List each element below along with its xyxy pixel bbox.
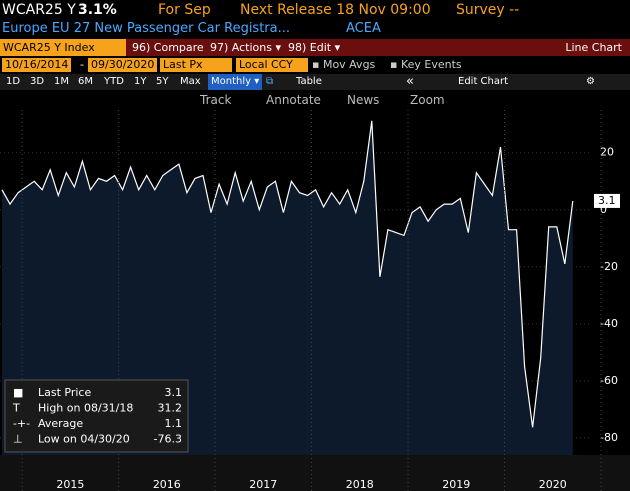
end-date[interactable]: 09/30/2020 bbox=[88, 58, 158, 72]
range-button[interactable]: 1Y bbox=[134, 76, 147, 87]
mov-avgs[interactable]: ▪ Mov Avgs bbox=[312, 58, 376, 71]
legend-label: High on 08/31/18 bbox=[38, 402, 133, 415]
y-tick-label: -60 bbox=[600, 374, 618, 387]
gear[interactable]: ⚙ bbox=[586, 76, 595, 87]
collapse[interactable]: « bbox=[406, 74, 414, 89]
legend-value: 1.1 bbox=[165, 417, 183, 430]
field[interactable]: Last Px bbox=[160, 58, 232, 72]
y-tick-label: -40 bbox=[600, 317, 618, 330]
x-tick-label: 2019 bbox=[442, 478, 470, 491]
tool-button[interactable]: Track bbox=[200, 93, 232, 107]
range-button[interactable]: 1M bbox=[54, 76, 69, 87]
desc-row: Europe EU 27 New Passenger Car Registra.… bbox=[0, 20, 630, 38]
toolbar-row: WCAR25 Y Index 96) Compare 97) Actions ▾… bbox=[0, 39, 630, 56]
key-events-label: Key Events bbox=[400, 58, 462, 71]
x-axis-band bbox=[0, 455, 630, 491]
last-tag bbox=[594, 193, 620, 208]
y-tick-label: 20 bbox=[600, 146, 614, 159]
tool-button[interactable]: Zoom bbox=[410, 93, 445, 107]
legend-label: Low on 04/30/20 bbox=[38, 433, 130, 446]
y-tick-label: -80 bbox=[600, 431, 618, 444]
view-label: Line Chart bbox=[565, 41, 622, 54]
dash: - bbox=[80, 58, 84, 71]
start-date[interactable]: 10/16/2014 bbox=[2, 58, 72, 72]
range-button[interactable]: Max bbox=[180, 76, 201, 87]
last: 3.1% bbox=[78, 2, 117, 18]
actions-button[interactable]: 97) Actions ▾ bbox=[206, 39, 285, 56]
survey: Survey -- bbox=[456, 2, 520, 18]
table-button[interactable]: Table bbox=[296, 76, 322, 87]
x-tick-label: 2020 bbox=[539, 478, 567, 491]
description: Europe EU 27 New Passenger Car Registra.… bbox=[2, 21, 291, 36]
tool-button[interactable]: Annotate bbox=[266, 93, 321, 107]
header-row: WCAR25 Y 3.1% For Sep Next Release 18 No… bbox=[0, 0, 630, 20]
range-button[interactable]: 3D bbox=[30, 76, 45, 87]
legend-value: -76.3 bbox=[154, 433, 182, 446]
frequency[interactable]: Monthly ▾ bbox=[208, 74, 263, 90]
source: ACEA bbox=[346, 21, 381, 36]
legend: ■ Last Price 3.1 T High on 08/31/18 31.2 -+- Av… bbox=[4, 379, 189, 453]
legend-label: Last Price bbox=[38, 386, 91, 399]
settings-row: 10/16/2014 - 09/30/2020 Last Px Local CC… bbox=[0, 58, 630, 72]
last-tag-label: 3.1 bbox=[598, 194, 616, 207]
legend-box bbox=[4, 379, 189, 453]
range-button[interactable]: 6M bbox=[78, 76, 93, 87]
mov-avgs-label: Mov Avgs bbox=[322, 58, 376, 71]
x-tick-label: 2017 bbox=[249, 478, 277, 491]
x-tick-label: 2016 bbox=[153, 478, 181, 491]
area bbox=[2, 120, 573, 456]
x-tick-label: 2018 bbox=[346, 478, 374, 491]
edit-chart[interactable]: Edit Chart bbox=[458, 76, 509, 87]
legend-icon: -+- bbox=[13, 417, 30, 430]
edit-button[interactable]: 98) Edit ▾ bbox=[284, 39, 345, 56]
chart: 40200-20-40-60-8020152016201720182019202… bbox=[0, 110, 630, 491]
key-events[interactable]: ▪ Key Events bbox=[390, 58, 462, 71]
range-row: Monthly ▾ ⧉ Table « Edit Chart ⚙ 1D 3D 1M 6… bbox=[0, 74, 630, 90]
legend-icon: ■ bbox=[13, 386, 23, 399]
currency[interactable]: Local CCY bbox=[236, 58, 308, 72]
y-tick-label: 0 bbox=[600, 203, 607, 216]
compare-button[interactable]: 96) Compare bbox=[128, 39, 208, 56]
x-tick-label: 2015 bbox=[56, 478, 84, 491]
ticker: WCAR25 Y bbox=[2, 2, 76, 18]
legend-label: Average bbox=[38, 417, 83, 430]
chart-icon[interactable]: ⧉ bbox=[266, 76, 274, 87]
period: For Sep bbox=[158, 2, 211, 18]
next-release: Next Release 18 Nov 09:00 bbox=[240, 2, 431, 18]
legend-icon: ⊥ bbox=[13, 433, 23, 446]
range-button[interactable]: 5Y bbox=[156, 76, 169, 87]
line bbox=[1, 120, 574, 428]
legend-icon: T bbox=[12, 402, 20, 415]
tool-row: Track Annotate News Zoom bbox=[0, 91, 630, 109]
range-button[interactable]: 1D bbox=[6, 76, 21, 87]
security-input[interactable]: WCAR25 Y Index bbox=[0, 39, 126, 56]
range-button[interactable]: YTD bbox=[104, 76, 124, 87]
y-tick-label: -20 bbox=[600, 260, 618, 273]
legend-value: 31.2 bbox=[158, 402, 183, 415]
legend-value: 3.1 bbox=[165, 386, 183, 399]
tool-button[interactable]: News bbox=[347, 93, 380, 107]
